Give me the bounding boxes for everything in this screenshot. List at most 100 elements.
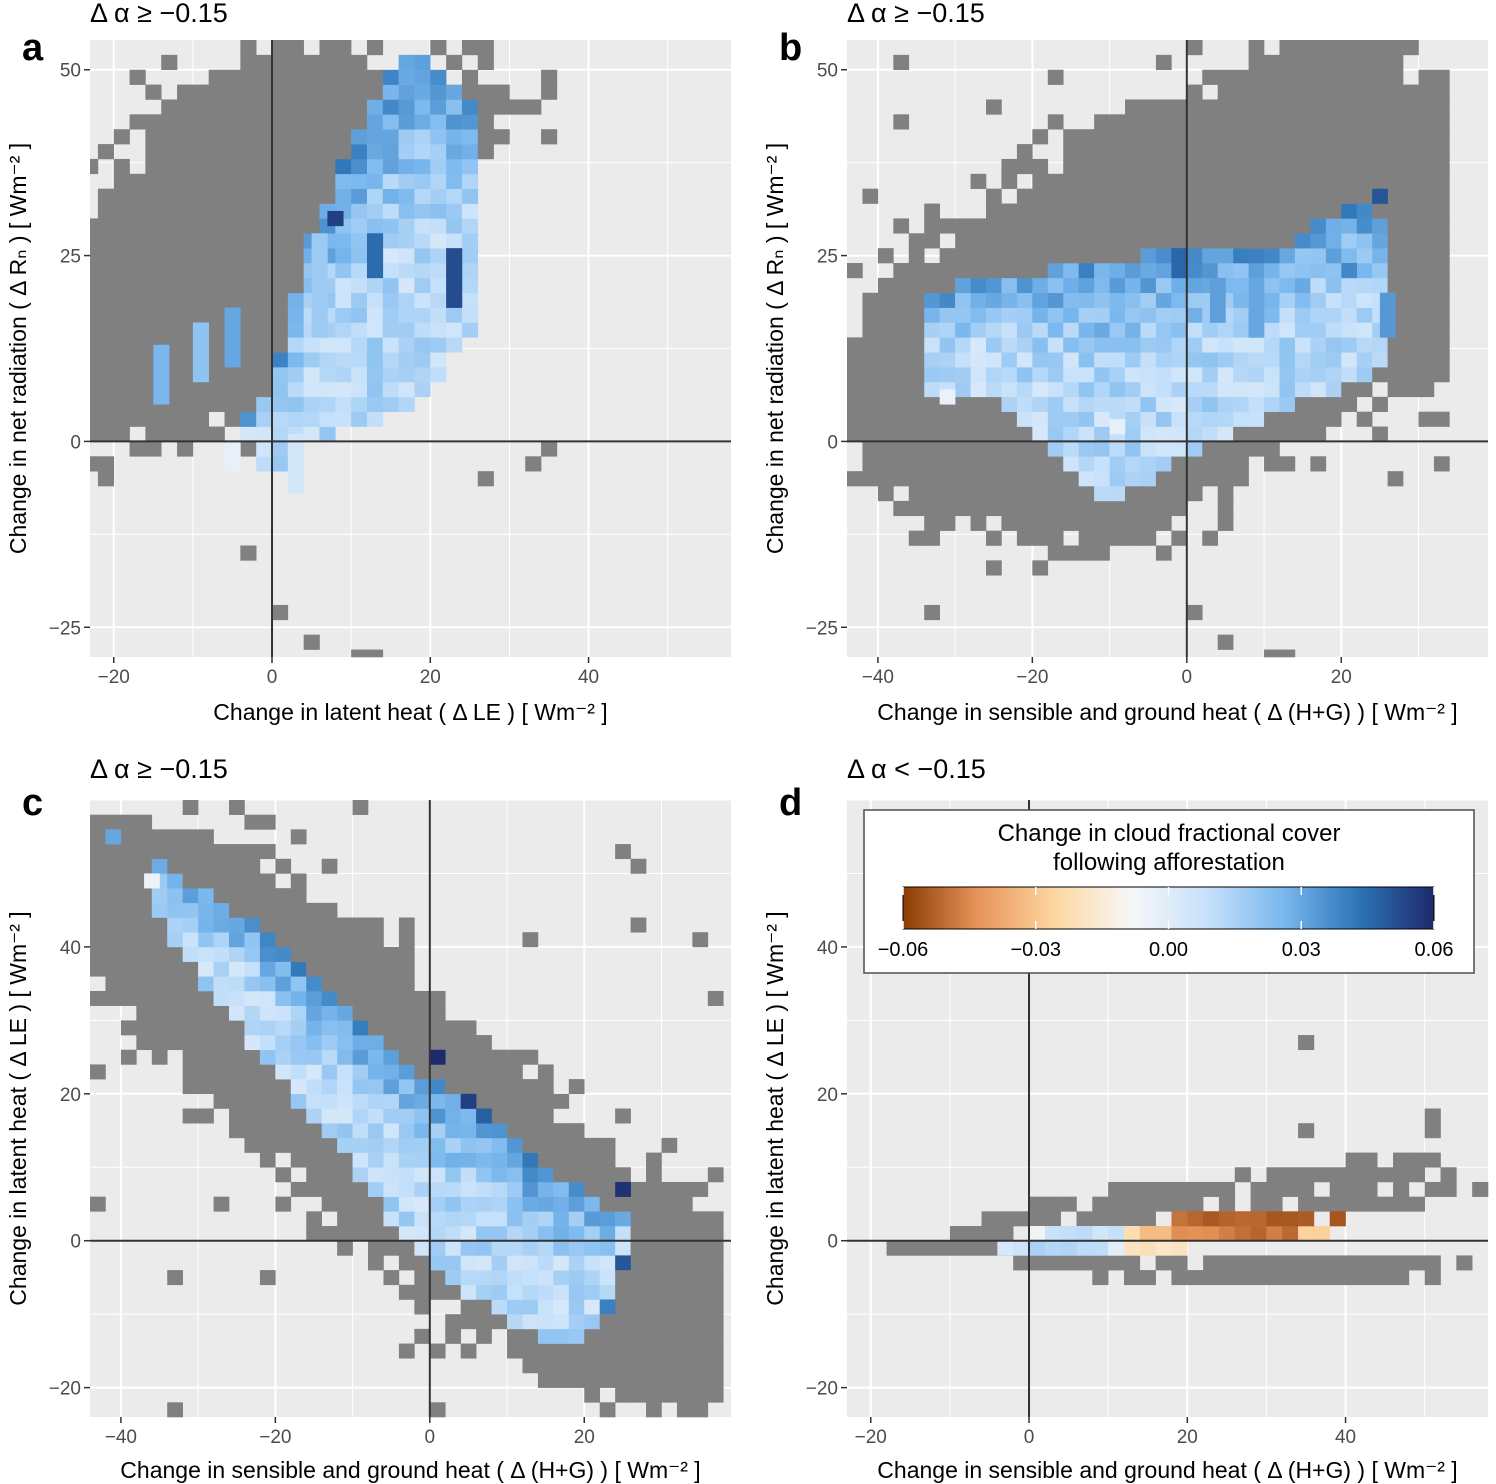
heatmap-cell [692,1181,709,1197]
heatmap-cell [177,307,194,323]
heatmap-cell [398,322,415,338]
heatmap-cell [368,1152,384,1168]
heatmap-cell [192,411,210,427]
heatmap-cell [893,456,910,472]
heatmap-cell [1217,69,1234,85]
heatmap-cell [383,1064,400,1080]
heatmap-cell [368,1167,384,1183]
heatmap-cell [153,359,170,375]
heatmap-cell [476,1226,492,1242]
heatmap-cell [430,352,447,368]
heatmap-cell [676,1240,693,1256]
heatmap-cell [1418,114,1435,130]
heatmap-cell [541,84,558,100]
heatmap-cell [1341,40,1358,56]
heatmap-cell [692,1284,709,1300]
heatmap-cell [1310,322,1327,338]
heatmap-cell [136,902,153,918]
heatmap-cell [208,203,225,219]
heatmap-cell [383,1270,400,1286]
heatmap-cell [352,1005,369,1021]
heatmap-cell [1032,396,1049,412]
heatmap-cell [1310,99,1327,115]
heatmap-cell [476,1079,492,1095]
heatmap-cell [414,263,431,279]
heatmap-cell [661,1240,678,1256]
heatmap-cell [90,248,99,264]
heatmap-cell [1047,396,1064,412]
heatmap-cell [476,1064,492,1080]
heatmap-cell [1047,426,1064,442]
heatmap-cell [1372,352,1388,368]
heatmap-cell [259,888,276,904]
heatmap-cell [366,218,384,234]
heatmap-cell [692,1299,709,1315]
heatmap-cell [335,114,352,130]
heatmap-cell [335,144,352,160]
heatmap-cell [224,381,241,398]
heatmap-cell [244,1123,261,1139]
heatmap-cell [1109,456,1126,472]
heatmap-cell [924,218,940,234]
heatmap-cell [182,844,199,860]
heatmap-cell [1094,203,1110,219]
heatmap-cell [445,1123,461,1139]
heatmap-cell [1440,1167,1457,1183]
heatmap-cell [256,188,273,204]
heatmap-cell [129,248,146,264]
heatmap-cell [1209,277,1226,294]
heatmap-cell [1356,381,1373,398]
heatmap-cell [522,1093,539,1109]
heatmap-cell [208,352,225,368]
heatmap-cell [986,322,1002,338]
heatmap-cell [1433,69,1450,85]
heatmap-cell [414,1035,431,1051]
heatmap-cell [430,292,447,308]
heatmap-cell [287,158,304,175]
heatmap-cell [1140,500,1157,517]
heatmap-cell [1016,411,1033,427]
heatmap-cell [553,1358,570,1374]
heatmap-cell [430,84,447,100]
heatmap-cell [192,84,210,100]
heatmap-cell [537,1079,554,1095]
x-tick-label: 20 [574,1427,595,1448]
heatmap-cell [335,158,352,175]
heatmap-cell [893,411,910,427]
heatmap-cell [287,381,304,398]
heatmap-cell [661,1299,678,1315]
heatmap-cell [584,1255,601,1271]
heatmap-cell [240,248,257,264]
heatmap-cell [244,814,261,830]
heatmap-cell [893,396,910,412]
heatmap-cell [382,381,399,398]
heatmap-cell [1094,367,1110,383]
heatmap-cell [893,292,910,308]
heatmap-cell [213,1196,230,1212]
heatmap-cell [1217,367,1234,383]
heatmap-cell [615,1226,631,1242]
heatmap-cell [908,352,925,368]
heatmap-cell [1217,381,1234,398]
heatmap-cell [1325,233,1342,249]
heatmap-cell [429,1064,446,1080]
heatmap-cell [939,277,956,294]
heatmap-cell [924,352,940,368]
panel-letter: d [779,782,802,824]
heatmap-cell [877,411,894,427]
heatmap-cell [1060,1240,1077,1256]
heatmap-cell [1155,1181,1172,1197]
heatmap-cell [630,1211,647,1227]
heatmap-cell [476,1328,492,1344]
heatmap-cell [1044,1226,1061,1242]
heatmap-cell [955,367,971,383]
heatmap-cell [383,961,400,977]
heatmap-cell [368,1255,384,1271]
heatmap-cell [1032,248,1049,264]
heatmap-cell [290,1020,307,1036]
heatmap-cell [1433,322,1450,338]
heatmap-cell [1078,144,1095,160]
heatmap-cell [275,1035,292,1051]
heatmap-cell [1186,263,1203,279]
